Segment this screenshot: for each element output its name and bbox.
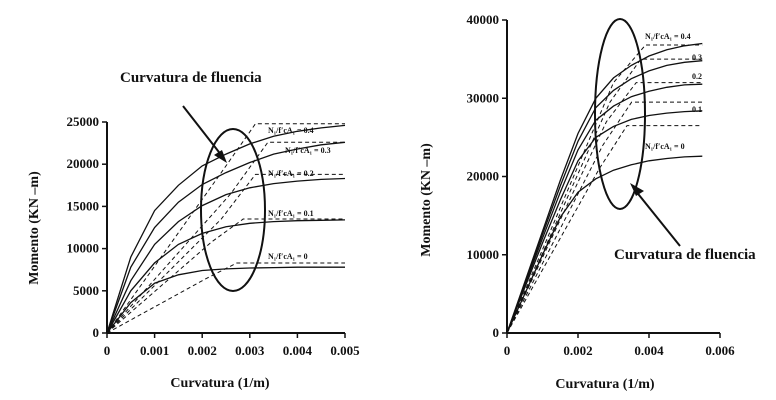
left-curves	[106, 123, 346, 334]
left-x-tick-label: 0	[104, 343, 111, 358]
right-y-tick-label: 20000	[467, 169, 500, 184]
right-x-tick-label: 0.004	[634, 343, 664, 358]
right-curve-3	[506, 110, 703, 334]
left-y-tick-label: 10000	[67, 241, 100, 256]
right-y-label: Momento (KN –m)	[419, 143, 434, 257]
right-idealized-1	[506, 58, 703, 334]
right-chart: 0 0.002 0.004 0.006 0 10000 20000 30000 40000 Cu…	[419, 12, 756, 392]
left-idealized-4	[106, 262, 345, 334]
left-chart: 0 0.001 0.002 0.003 0.004 0.005 0 5000 10000 1500…	[27, 70, 360, 391]
right-annotation: Curvatura de fluencia	[614, 247, 756, 263]
right-x-tick-label: 0.006	[705, 343, 735, 358]
left-y-tick-label: 20000	[67, 156, 100, 171]
right-y-tick-label: 0	[493, 325, 500, 340]
left-x-tick-label: 0.004	[283, 343, 313, 358]
left-series-label-1: N₁/f′cA₁ = 0.3	[285, 146, 331, 155]
left-arrowhead	[214, 150, 227, 163]
right-curve-4	[506, 155, 703, 334]
right-arrowhead	[630, 183, 644, 196]
right-x-tick-label: 0	[504, 343, 511, 358]
left-y-tick-label: 25000	[67, 114, 100, 129]
left-x-label: Curvatura (1/m)	[170, 376, 269, 391]
right-series-label-1: 0.3	[692, 53, 702, 62]
right-curve-2	[506, 83, 703, 334]
right-x-tick-label: 0.002	[563, 343, 592, 358]
left-y-tick-label: 5000	[73, 283, 99, 298]
right-curve-0	[506, 42, 703, 334]
right-idealized-2	[506, 82, 703, 334]
left-series-label-0: N₁/f′cA₁ = 0.4	[268, 126, 314, 135]
left-x-tick-label: 0.001	[140, 343, 169, 358]
left-curve-2	[106, 177, 346, 334]
left-ticks: 0 0.001 0.002 0.003 0.004 0.005 0 5000 10000 1500…	[67, 114, 361, 358]
right-y-tick-label: 30000	[467, 90, 500, 105]
left-series-label-4: N₁/f′cA₁ = 0	[268, 252, 308, 261]
right-series-label-0: N₁/f′cA₁ = 0.4	[645, 32, 691, 41]
right-y-tick-label: 10000	[467, 247, 500, 262]
left-y-tick-label: 0	[93, 325, 100, 340]
right-idealized-4	[506, 125, 703, 334]
left-annotation: Curvatura de fluencia	[120, 70, 262, 86]
left-series-label-3: N₁/f′cA₁ = 0.1	[268, 209, 314, 218]
right-idealized-3	[506, 101, 703, 334]
left-idealized-1	[106, 141, 345, 334]
left-x-tick-label: 0.002	[188, 343, 217, 358]
right-annotation-arrow	[634, 189, 681, 247]
left-yield-ellipse	[200, 128, 266, 292]
right-curves	[506, 42, 703, 334]
right-y-tick-label: 40000	[467, 12, 500, 27]
left-idealized-2	[106, 173, 345, 334]
right-idealized-0	[506, 44, 703, 334]
left-series-label-2: N₁/f′cA₁ = 0.2	[268, 169, 314, 178]
left-curve-0	[106, 124, 346, 334]
right-series-label-3: 0.1	[692, 105, 702, 114]
left-y-label: Momento (KN –m)	[27, 171, 42, 285]
left-x-tick-label: 0.003	[235, 343, 265, 358]
right-x-label: Curvatura (1/m)	[555, 377, 654, 392]
left-x-tick-label: 0.005	[330, 343, 360, 358]
right-curve-1	[506, 60, 703, 334]
left-curve-1	[106, 141, 346, 334]
left-curve-3	[106, 219, 346, 334]
right-series-label-4: N₁/f′cA₁ = 0	[645, 142, 685, 151]
left-y-tick-label: 15000	[67, 198, 100, 213]
right-ticks: 0 0.002 0.004 0.006 0 10000 20000 30000 40000	[467, 12, 736, 358]
right-series-label-2: 0.2	[692, 72, 702, 81]
left-annotation-arrow	[182, 105, 223, 157]
right-yield-ellipse	[594, 18, 646, 210]
left-idealized-0	[106, 123, 345, 334]
